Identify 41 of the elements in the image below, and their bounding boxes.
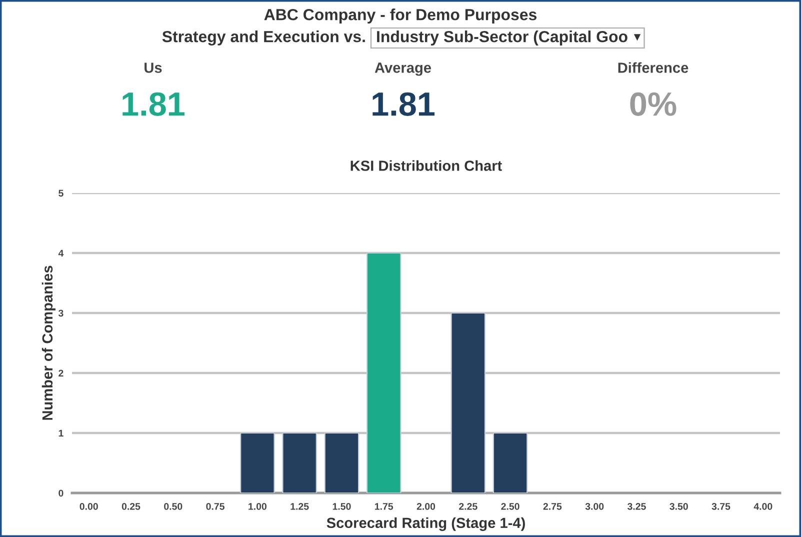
y-tick-label: 1 [58,430,64,437]
bar [282,432,317,493]
bar [366,252,402,493]
x-tick-label: 3.00 [585,502,604,510]
x-tick-label: 3.50 [670,502,688,510]
text: Average [374,62,432,76]
chart-title: KSI Distribution Chart [350,160,502,171]
text: Us [144,62,162,73]
text: 1.81 [372,92,435,116]
x-tick-label: 4.00 [754,502,772,510]
y-tick-label: 0 [58,490,64,497]
x-tick-label: 2.00 [416,502,436,510]
x-tick-label: 0.75 [206,502,224,510]
y-axis-title: Number of Companies [42,266,56,420]
text: Industry Sub-Sector (Capital Goo [377,30,628,46]
bar [240,432,275,493]
bar [450,312,486,493]
x-tick-label: 2.25 [459,502,478,510]
x-tick-label: 0.25 [122,502,140,510]
text: 0% [630,92,676,116]
x-axis-title: Scorecard Rating (Stage 1-4) [326,517,525,531]
y-tick-label: 3 [58,310,64,317]
x-tick-label: 1.75 [375,503,394,510]
x-tick-label: 1.00 [248,502,266,510]
y-tick-label: 2 [58,370,64,377]
x-tick-label: 2.75 [543,502,562,510]
text: Strategy and Execution vs. [162,30,365,46]
y-tick-label: 4 [58,250,64,257]
x-tick-label: 0.00 [80,502,98,510]
x-tick-label: 0.50 [164,502,182,510]
x-tick-label: 3.75 [712,502,730,510]
text: Difference [618,62,688,73]
text: ABC Company - for Demo Purposes [264,8,537,24]
bar [324,432,360,493]
bar [492,432,528,493]
x-tick-label: 1.50 [332,502,351,510]
text: 1.81 [122,92,185,116]
x-tick-label: 3.25 [627,502,646,510]
y-tick-label: 5 [58,190,64,197]
x-tick-label: 2.50 [501,502,520,510]
x-tick-label: 1.25 [290,502,309,510]
